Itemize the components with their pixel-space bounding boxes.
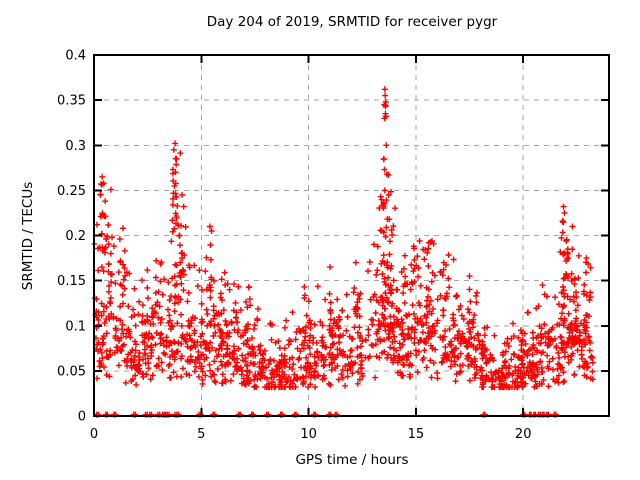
y-tick-label: 0.25 xyxy=(57,184,86,199)
chart-title: Day 204 of 2019, SRMTID for receiver pyg… xyxy=(206,14,498,30)
y-tick-label: 0.05 xyxy=(57,364,86,379)
y-axis-label: SRMTID / TECUs xyxy=(20,181,36,291)
x-tick-label: 5 xyxy=(197,427,205,442)
y-tick-label: 0.1 xyxy=(65,319,86,334)
y-tick-label: 0.3 xyxy=(65,139,86,154)
x-tick-label: 15 xyxy=(408,427,425,442)
x-tick-label: 0 xyxy=(90,427,98,442)
x-tick-label: 20 xyxy=(515,427,532,442)
y-tick-label: 0 xyxy=(78,410,86,425)
x-axis-label: GPS time / hours xyxy=(295,452,409,468)
grid-lines xyxy=(94,55,609,416)
axis-ticks xyxy=(93,54,609,417)
y-tick-label: 0.35 xyxy=(57,94,86,109)
y-tick-label: 0.4 xyxy=(65,49,86,64)
x-tick-label: 10 xyxy=(300,427,317,442)
data-point-markers xyxy=(91,229,596,391)
data-point-markers xyxy=(91,102,596,391)
y-tick-label: 0.2 xyxy=(65,229,86,244)
y-tick-label: 0.15 xyxy=(57,274,86,289)
